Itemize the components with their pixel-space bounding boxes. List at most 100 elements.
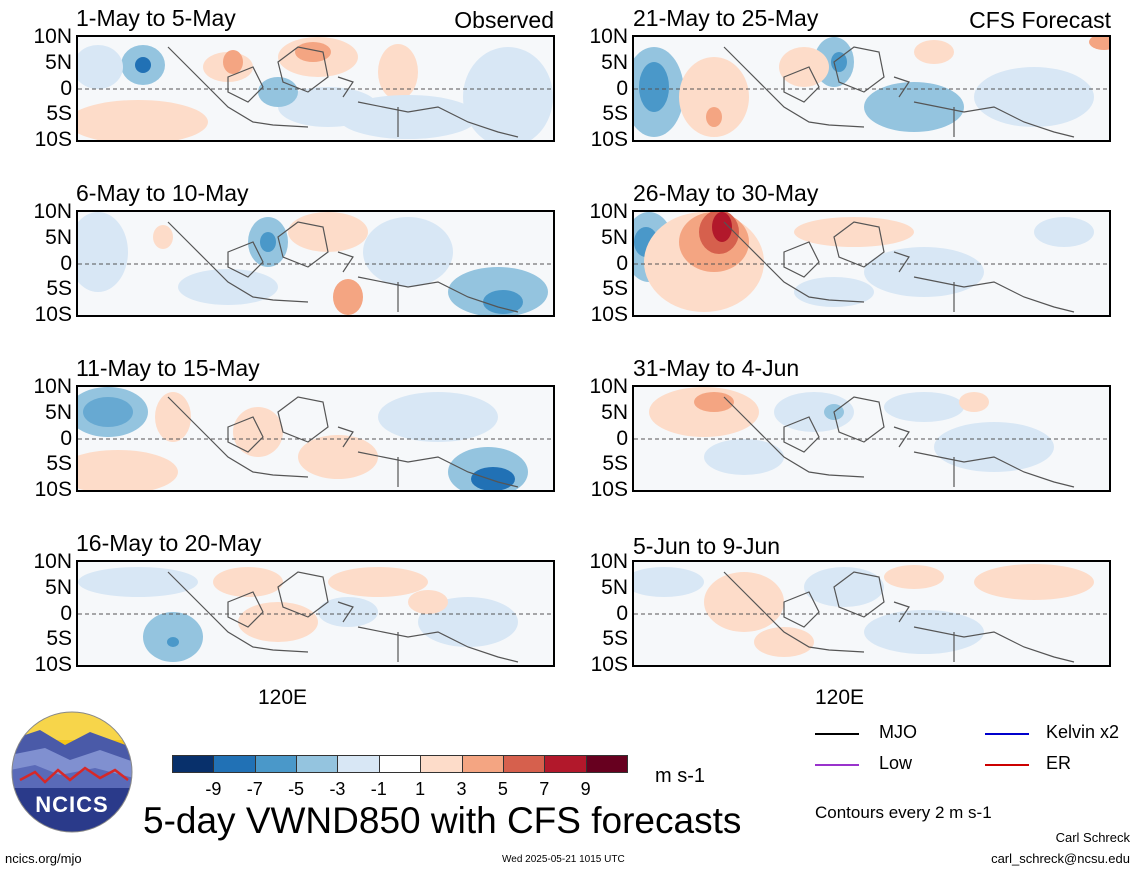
latitude-label: 5N xyxy=(601,50,628,74)
footer-email[interactable]: carl_schreck@ncsu.edu xyxy=(991,851,1130,866)
latitude-label: 0 xyxy=(60,251,72,275)
latitude-label: 5N xyxy=(45,50,72,74)
latitude-label: 10N xyxy=(589,25,628,48)
latitude-label: 10N xyxy=(33,200,72,223)
latitude-label: 0 xyxy=(616,426,628,450)
latitude-label: 0 xyxy=(616,251,628,275)
latitude-label: 10S xyxy=(590,653,628,676)
colorbar-swatch xyxy=(502,755,546,773)
latitude-label: 10N xyxy=(589,375,628,398)
panel-title: 1-May to 5-May xyxy=(76,5,236,31)
colorbar-tick-label: 9 xyxy=(580,779,591,799)
anomaly-map xyxy=(632,560,1111,667)
colorbar-tick-label: -3 xyxy=(329,779,346,799)
longitude-label-left: 120E xyxy=(258,686,308,709)
longitude-label-right: 120E xyxy=(815,686,865,709)
latitude-label: 5N xyxy=(45,575,72,599)
panel-title: 6-May to 10-May xyxy=(76,180,249,206)
latitude-label: 5N xyxy=(601,400,628,424)
panel-tag-observed: Observed xyxy=(454,7,554,33)
latitude-label: 5S xyxy=(46,277,72,301)
anomaly-map xyxy=(632,385,1111,492)
colorbar-tick-label: -9 xyxy=(205,779,222,799)
legend-label-mjo: MJO xyxy=(879,722,917,742)
latitude-label: 0 xyxy=(616,76,628,100)
latitude-label: 10S xyxy=(34,478,72,501)
latitude-label: 10S xyxy=(590,478,628,501)
panel-title: 21-May to 25-May xyxy=(633,5,819,31)
latitude-label: 5S xyxy=(46,452,72,476)
anomaly-map xyxy=(76,385,555,492)
anomaly-map xyxy=(632,35,1111,142)
anomaly-map xyxy=(76,210,555,317)
latitude-label: 10N xyxy=(33,375,72,398)
panel-title: 31-May to 4-Jun xyxy=(633,355,800,381)
colorbar-swatch xyxy=(544,755,587,773)
latitude-label: 10N xyxy=(589,200,628,223)
ncics-logo: NCICS xyxy=(10,710,134,834)
legend-swatch-kelvin xyxy=(985,733,1029,735)
colorbar-tick-label: 1 xyxy=(415,779,426,799)
latitude-label: 5N xyxy=(45,400,72,424)
latitude-label: 5S xyxy=(46,102,72,126)
latitude-label: 10S xyxy=(34,303,72,326)
colorbar-tick-label: 5 xyxy=(497,779,508,799)
legend-label-low: Low xyxy=(879,753,913,773)
panel-tag-cfs-forecast: CFS Forecast xyxy=(969,7,1111,33)
latitude-label: 5N xyxy=(601,225,628,249)
colorbar-swatch xyxy=(296,755,339,773)
latitude-label: 10S xyxy=(590,303,628,326)
panel-title: 16-May to 20-May xyxy=(76,530,262,556)
colorbar-swatch xyxy=(420,755,463,773)
colorbar-swatch xyxy=(213,755,256,773)
colorbar-swatch xyxy=(254,755,298,773)
latitude-label: 10S xyxy=(34,128,72,151)
colorbar-tick-label: -7 xyxy=(246,779,263,799)
panel-title: 11-May to 15-May xyxy=(76,355,260,381)
colorbar-units: m s-1 xyxy=(655,765,705,787)
panel-title: 5-Jun to 9-Jun xyxy=(633,533,781,559)
latitude-label: 10S xyxy=(590,128,628,151)
colorbar-swatch xyxy=(585,755,628,773)
anomaly-map xyxy=(76,560,555,667)
legend-swatch-low xyxy=(815,764,859,766)
footer-author: Carl Schreck xyxy=(1055,830,1130,845)
footer-url[interactable]: ncics.org/mjo xyxy=(5,851,82,866)
latitude-label: 0 xyxy=(60,426,72,450)
latitude-label: 5S xyxy=(602,627,628,651)
anomaly-map xyxy=(76,35,555,142)
latitude-label: 5S xyxy=(602,102,628,126)
colorbar: -9 -7 -5 -3 -1 1 3 5 7 9 xyxy=(172,755,628,805)
colorbar-tick-label: 3 xyxy=(456,779,467,799)
colorbar-swatch xyxy=(461,755,504,773)
latitude-label: 10N xyxy=(33,25,72,48)
legend-label-kelvin: Kelvin x2 xyxy=(1046,722,1120,742)
latitude-label: 5N xyxy=(45,225,72,249)
colorbar-tick-label: -5 xyxy=(288,779,305,799)
latitude-label: 10S xyxy=(34,653,72,676)
logo-text: NCICS xyxy=(35,792,109,817)
latitude-label: 5S xyxy=(602,277,628,301)
latitude-label: 5S xyxy=(46,627,72,651)
panel-title: 26-May to 30-May xyxy=(633,180,819,206)
wave-legend: MJO Kelvin x2 Low ER xyxy=(815,722,1135,782)
main-title: 5-day VWND850 with CFS forecasts xyxy=(143,800,742,841)
colorbar-tick-label: 7 xyxy=(539,779,550,799)
latitude-label: 10N xyxy=(589,550,628,573)
colorbar-tick-label: -1 xyxy=(370,779,387,799)
footer-timestamp: Wed 2025-05-21 1015 UTC xyxy=(502,854,625,865)
latitude-label: 0 xyxy=(60,76,72,100)
legend-label-er: ER xyxy=(1046,753,1072,773)
contour-note: Contours every 2 m s-1 xyxy=(815,803,992,822)
anomaly-map xyxy=(632,210,1111,317)
legend-swatch-mjo xyxy=(815,733,859,735)
legend-swatch-er xyxy=(985,764,1029,766)
colorbar-swatch xyxy=(172,755,215,773)
latitude-label: 5S xyxy=(602,452,628,476)
latitude-label: 0 xyxy=(60,601,72,625)
latitude-label: 10N xyxy=(33,550,72,573)
latitude-label: 5N xyxy=(601,575,628,599)
latitude-label: 0 xyxy=(616,601,628,625)
colorbar-swatch xyxy=(337,755,380,773)
colorbar-swatch xyxy=(378,755,422,773)
